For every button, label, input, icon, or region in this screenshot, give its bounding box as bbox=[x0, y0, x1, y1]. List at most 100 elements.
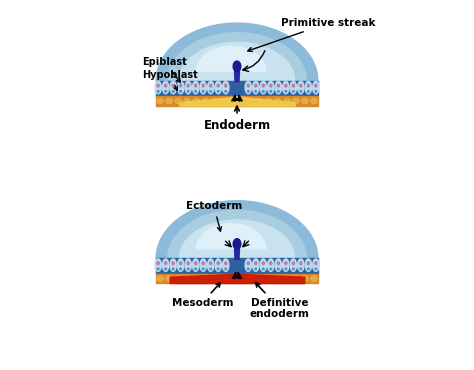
Ellipse shape bbox=[290, 259, 297, 271]
Ellipse shape bbox=[247, 262, 249, 265]
Ellipse shape bbox=[283, 259, 289, 271]
Polygon shape bbox=[235, 71, 239, 82]
Polygon shape bbox=[168, 210, 306, 258]
Ellipse shape bbox=[262, 84, 264, 87]
Polygon shape bbox=[179, 220, 295, 258]
Ellipse shape bbox=[285, 84, 287, 87]
Text: Primitive streak: Primitive streak bbox=[248, 18, 376, 51]
Ellipse shape bbox=[202, 262, 204, 265]
Ellipse shape bbox=[313, 81, 319, 94]
Ellipse shape bbox=[180, 268, 182, 270]
Ellipse shape bbox=[274, 276, 281, 281]
Ellipse shape bbox=[208, 81, 214, 94]
Ellipse shape bbox=[238, 98, 245, 104]
Ellipse shape bbox=[275, 259, 282, 271]
Ellipse shape bbox=[164, 84, 167, 87]
Ellipse shape bbox=[223, 81, 229, 94]
Ellipse shape bbox=[315, 268, 317, 270]
Ellipse shape bbox=[277, 84, 279, 87]
Ellipse shape bbox=[225, 84, 227, 87]
Ellipse shape bbox=[155, 81, 161, 94]
Ellipse shape bbox=[285, 91, 287, 92]
Ellipse shape bbox=[202, 91, 204, 92]
Ellipse shape bbox=[195, 84, 197, 87]
Ellipse shape bbox=[202, 268, 204, 270]
Ellipse shape bbox=[307, 262, 310, 265]
Ellipse shape bbox=[305, 259, 311, 271]
Ellipse shape bbox=[165, 268, 166, 270]
Ellipse shape bbox=[200, 259, 206, 271]
Ellipse shape bbox=[193, 276, 200, 281]
Ellipse shape bbox=[217, 84, 219, 87]
Ellipse shape bbox=[300, 268, 302, 270]
Ellipse shape bbox=[260, 81, 266, 94]
Ellipse shape bbox=[247, 84, 249, 87]
Ellipse shape bbox=[268, 81, 274, 94]
Ellipse shape bbox=[263, 91, 264, 92]
Ellipse shape bbox=[175, 98, 182, 104]
Ellipse shape bbox=[277, 268, 279, 270]
Ellipse shape bbox=[255, 268, 256, 270]
Ellipse shape bbox=[274, 98, 281, 104]
Ellipse shape bbox=[233, 61, 241, 72]
Ellipse shape bbox=[308, 91, 309, 92]
Ellipse shape bbox=[277, 91, 279, 92]
Ellipse shape bbox=[313, 259, 319, 271]
Ellipse shape bbox=[292, 84, 294, 87]
Ellipse shape bbox=[157, 84, 159, 87]
Ellipse shape bbox=[270, 91, 272, 92]
Text: Epiblast: Epiblast bbox=[142, 57, 186, 82]
Ellipse shape bbox=[157, 268, 159, 270]
Ellipse shape bbox=[177, 81, 184, 94]
Ellipse shape bbox=[157, 91, 159, 92]
Ellipse shape bbox=[307, 84, 310, 87]
Ellipse shape bbox=[200, 81, 206, 94]
Ellipse shape bbox=[195, 262, 197, 265]
Ellipse shape bbox=[268, 259, 274, 271]
Ellipse shape bbox=[245, 259, 251, 271]
Ellipse shape bbox=[180, 262, 182, 265]
Ellipse shape bbox=[195, 268, 197, 270]
Ellipse shape bbox=[210, 262, 212, 265]
Ellipse shape bbox=[292, 98, 299, 104]
Ellipse shape bbox=[229, 98, 236, 104]
Ellipse shape bbox=[247, 91, 249, 92]
Text: Endoderm: Endoderm bbox=[203, 106, 271, 132]
Text: Ectoderm: Ectoderm bbox=[186, 201, 242, 231]
Ellipse shape bbox=[283, 98, 290, 104]
Ellipse shape bbox=[263, 268, 264, 270]
Ellipse shape bbox=[285, 268, 287, 270]
Polygon shape bbox=[168, 33, 306, 81]
Ellipse shape bbox=[170, 259, 176, 271]
Ellipse shape bbox=[172, 262, 174, 265]
Ellipse shape bbox=[184, 98, 191, 104]
Ellipse shape bbox=[247, 268, 249, 270]
Ellipse shape bbox=[157, 262, 159, 265]
Ellipse shape bbox=[210, 91, 211, 92]
Ellipse shape bbox=[298, 259, 304, 271]
Ellipse shape bbox=[262, 262, 264, 265]
Ellipse shape bbox=[208, 259, 214, 271]
Ellipse shape bbox=[172, 268, 174, 270]
Ellipse shape bbox=[185, 81, 191, 94]
Ellipse shape bbox=[256, 276, 263, 281]
Ellipse shape bbox=[215, 259, 221, 271]
Ellipse shape bbox=[233, 239, 241, 249]
Ellipse shape bbox=[260, 259, 266, 271]
Ellipse shape bbox=[315, 84, 317, 87]
Ellipse shape bbox=[300, 262, 302, 265]
Ellipse shape bbox=[180, 91, 182, 92]
Ellipse shape bbox=[301, 98, 308, 104]
Ellipse shape bbox=[247, 98, 254, 104]
Ellipse shape bbox=[192, 81, 199, 94]
Ellipse shape bbox=[202, 84, 204, 87]
Ellipse shape bbox=[218, 91, 219, 92]
Ellipse shape bbox=[210, 268, 211, 270]
Ellipse shape bbox=[315, 262, 317, 265]
Ellipse shape bbox=[175, 276, 182, 281]
Ellipse shape bbox=[253, 81, 259, 94]
Ellipse shape bbox=[166, 276, 173, 281]
Text: Mesoderm: Mesoderm bbox=[172, 283, 233, 308]
Ellipse shape bbox=[166, 98, 173, 104]
Ellipse shape bbox=[157, 98, 164, 104]
